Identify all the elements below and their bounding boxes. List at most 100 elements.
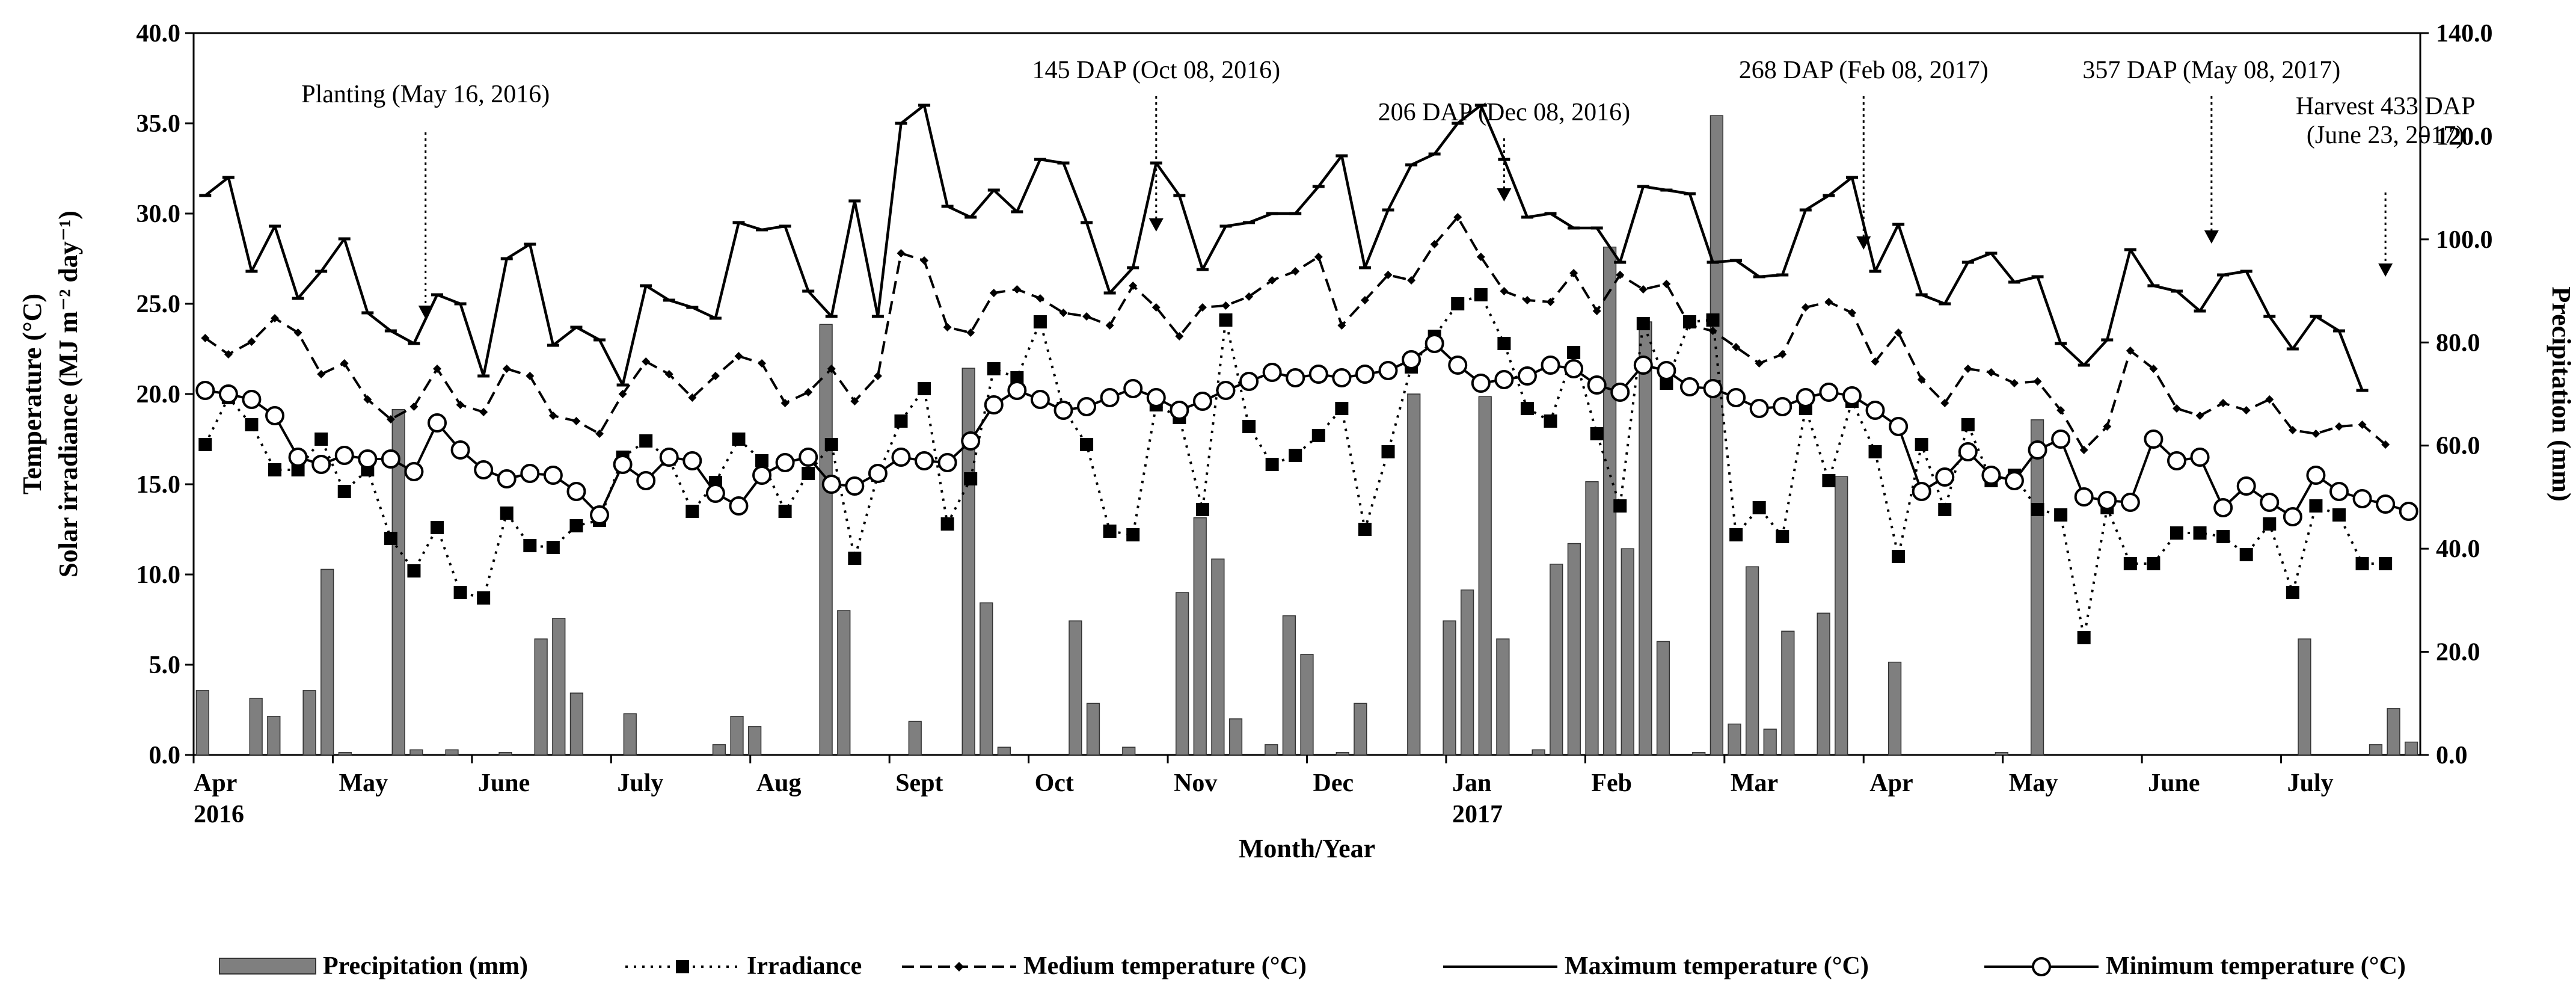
irradiance-point xyxy=(1358,523,1372,536)
annotation-arrowhead xyxy=(2204,230,2219,244)
min-temp-point xyxy=(1610,383,1630,402)
irradiance-point xyxy=(1289,449,1302,462)
irradiance-point xyxy=(407,564,421,577)
medium-temp-point xyxy=(1894,328,1903,337)
medium-temp-point xyxy=(548,411,557,420)
precipitation-bar xyxy=(1763,728,1777,756)
medium-temp-point xyxy=(271,314,280,322)
min-temp-point xyxy=(1332,368,1352,387)
medium-temp-point xyxy=(618,390,627,398)
irradiance-point xyxy=(2239,548,2253,561)
min-temp-point xyxy=(1378,361,1398,380)
min-temp-point xyxy=(358,449,378,469)
legend-item: Minimum temperature (°C) xyxy=(1984,952,2406,980)
medium-temp-point xyxy=(2149,365,2158,373)
medium-temp-point xyxy=(642,357,651,366)
month-label: Apr xyxy=(194,769,237,797)
min-temp-point xyxy=(868,464,888,483)
precipitation-bar xyxy=(2405,741,2418,756)
precipitation-bar xyxy=(819,324,833,756)
precipitation-bar xyxy=(1443,620,1456,756)
irradiance-point xyxy=(245,418,259,431)
irradiance-point xyxy=(1752,501,1766,514)
annotation-arrowhead xyxy=(2378,263,2393,277)
precipitation-bar xyxy=(837,610,851,756)
legend-swatch-bar xyxy=(219,958,316,975)
precipitation-bar xyxy=(2369,744,2383,756)
min-temp-point xyxy=(845,476,865,496)
medium-temp-point xyxy=(1963,365,1972,373)
precipitation-bar xyxy=(1300,654,1314,756)
min-temp-point xyxy=(288,448,308,467)
precipitation-bar xyxy=(1745,566,1759,756)
month-label: Sept xyxy=(895,769,943,797)
min-temp-point xyxy=(2051,430,2071,449)
medium-temp-point xyxy=(2103,422,2112,431)
precipitation-bar xyxy=(1265,744,1278,756)
precipitation-bar xyxy=(1478,396,1492,756)
irradiance-point xyxy=(2216,530,2230,543)
irradiance-point xyxy=(453,586,467,599)
min-temp-point xyxy=(613,455,633,474)
medium-temp-point xyxy=(688,393,697,402)
legend-label: Medium temperature (°C) xyxy=(1023,952,1307,980)
irradiance-point xyxy=(964,472,978,485)
irradiance-point xyxy=(1381,445,1395,458)
medium-temp-point xyxy=(2033,377,2042,386)
min-temp-point xyxy=(1541,356,1560,375)
series-dashed-diamond xyxy=(201,213,2390,454)
right-tick-label: 140.0 xyxy=(2436,20,2493,48)
medium-temp-point xyxy=(1708,327,1717,335)
medium-temp-point xyxy=(2358,420,2367,429)
medium-temp-point xyxy=(1314,253,1323,261)
medium-temp-point xyxy=(247,337,256,346)
irradiance-point xyxy=(314,433,328,446)
irradiance-point xyxy=(1961,418,1975,431)
min-temp-point xyxy=(1123,379,1143,398)
right-tick-label: 120.0 xyxy=(2436,123,2493,150)
precipitation-bar xyxy=(961,368,975,756)
irradiance-point xyxy=(1080,438,1094,451)
right-tick-label: 40.0 xyxy=(2436,535,2480,563)
medium-temp-point xyxy=(2079,446,2088,454)
irradiance-point xyxy=(1822,474,1836,487)
precipitation-bar xyxy=(2030,419,2044,756)
medium-temp-point xyxy=(2056,406,2065,414)
precipitation-bar xyxy=(1069,620,1082,756)
medium-temp-point xyxy=(1384,271,1393,279)
min-temp-point xyxy=(1981,466,2001,485)
right-tick-label: 80.0 xyxy=(2436,329,2480,357)
min-temp-point xyxy=(2260,493,2280,512)
annotation-text: 145 DAP (Oct 08, 2016) xyxy=(1032,57,1280,84)
medium-temp-point xyxy=(1500,287,1509,295)
precipitation-bar xyxy=(1888,661,1902,756)
min-temp-point xyxy=(915,451,934,470)
precipitation-bar xyxy=(1282,615,1296,756)
irradiance-point xyxy=(732,433,746,446)
irradiance-point xyxy=(1868,445,1882,458)
medium-temp-point xyxy=(2010,379,2019,387)
annotation-arrowhead xyxy=(1148,218,1164,232)
month-label: Oct xyxy=(1035,769,1074,797)
annotation: Harvest 433 DAP(June 23, 2017) xyxy=(2296,93,2475,277)
precipitation-bar xyxy=(1585,481,1599,756)
min-temp-point xyxy=(961,431,981,451)
medium-temp-point xyxy=(409,402,419,411)
irradiance-point xyxy=(384,532,397,545)
min-temp-point xyxy=(1216,381,1236,400)
legend-item: Medium temperature (°C) xyxy=(902,952,1307,980)
min-temp-point xyxy=(1355,365,1375,384)
left-tick-label: 35.0 xyxy=(136,110,181,138)
medium-temp-point xyxy=(1337,321,1346,330)
left-axis-title-1: Temperature (°C) xyxy=(17,294,47,494)
precipitation-bar xyxy=(569,692,584,756)
medium-temp-point xyxy=(1778,350,1787,359)
medium-temp-point xyxy=(1755,359,1764,368)
left-tick-label: 20.0 xyxy=(136,381,181,408)
medium-temp-point xyxy=(572,417,581,425)
min-temp-point xyxy=(2352,489,2372,508)
medium-temp-point xyxy=(711,372,720,380)
medium-temp-point xyxy=(224,350,233,359)
min-temp-point xyxy=(659,448,679,467)
